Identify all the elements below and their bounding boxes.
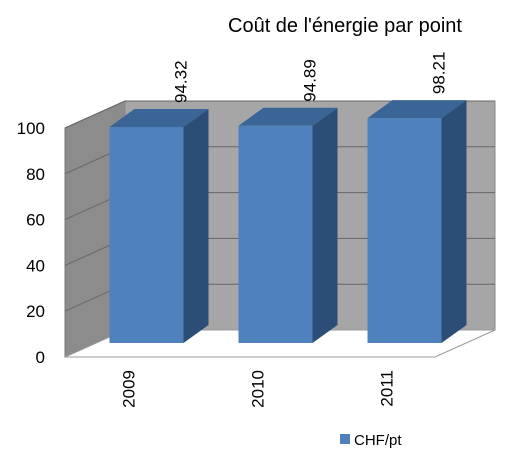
legend-swatch (340, 434, 350, 444)
x-tick-label: 2009 (120, 370, 139, 408)
bar-top (367, 100, 467, 119)
x-tick-label: 2010 (249, 370, 268, 408)
grid-line (64, 100, 495, 129)
chart-title: Coût de l'énergie par point (228, 15, 462, 37)
bar-side (441, 100, 467, 344)
bar (238, 125, 313, 343)
y-tick-label: 100 (17, 119, 45, 138)
value-label: 94.89 (301, 59, 320, 102)
y-tick-label: 20 (26, 302, 45, 321)
bar-side (183, 109, 209, 343)
y-tick-label: 0 (36, 348, 45, 367)
y-tick-label: 60 (26, 211, 45, 230)
y-tick-label: 40 (26, 256, 45, 275)
y-tick-label: 80 (26, 165, 45, 184)
bar (367, 118, 442, 344)
x-tick-label: 2011 (378, 370, 397, 407)
value-label: 98.21 (430, 52, 449, 95)
legend-label: CHF/pt (354, 432, 402, 449)
bar (109, 127, 184, 343)
bar-top (238, 107, 338, 126)
bar-side (312, 107, 338, 343)
bar-top (109, 109, 209, 128)
value-label: 94.32 (172, 60, 191, 103)
